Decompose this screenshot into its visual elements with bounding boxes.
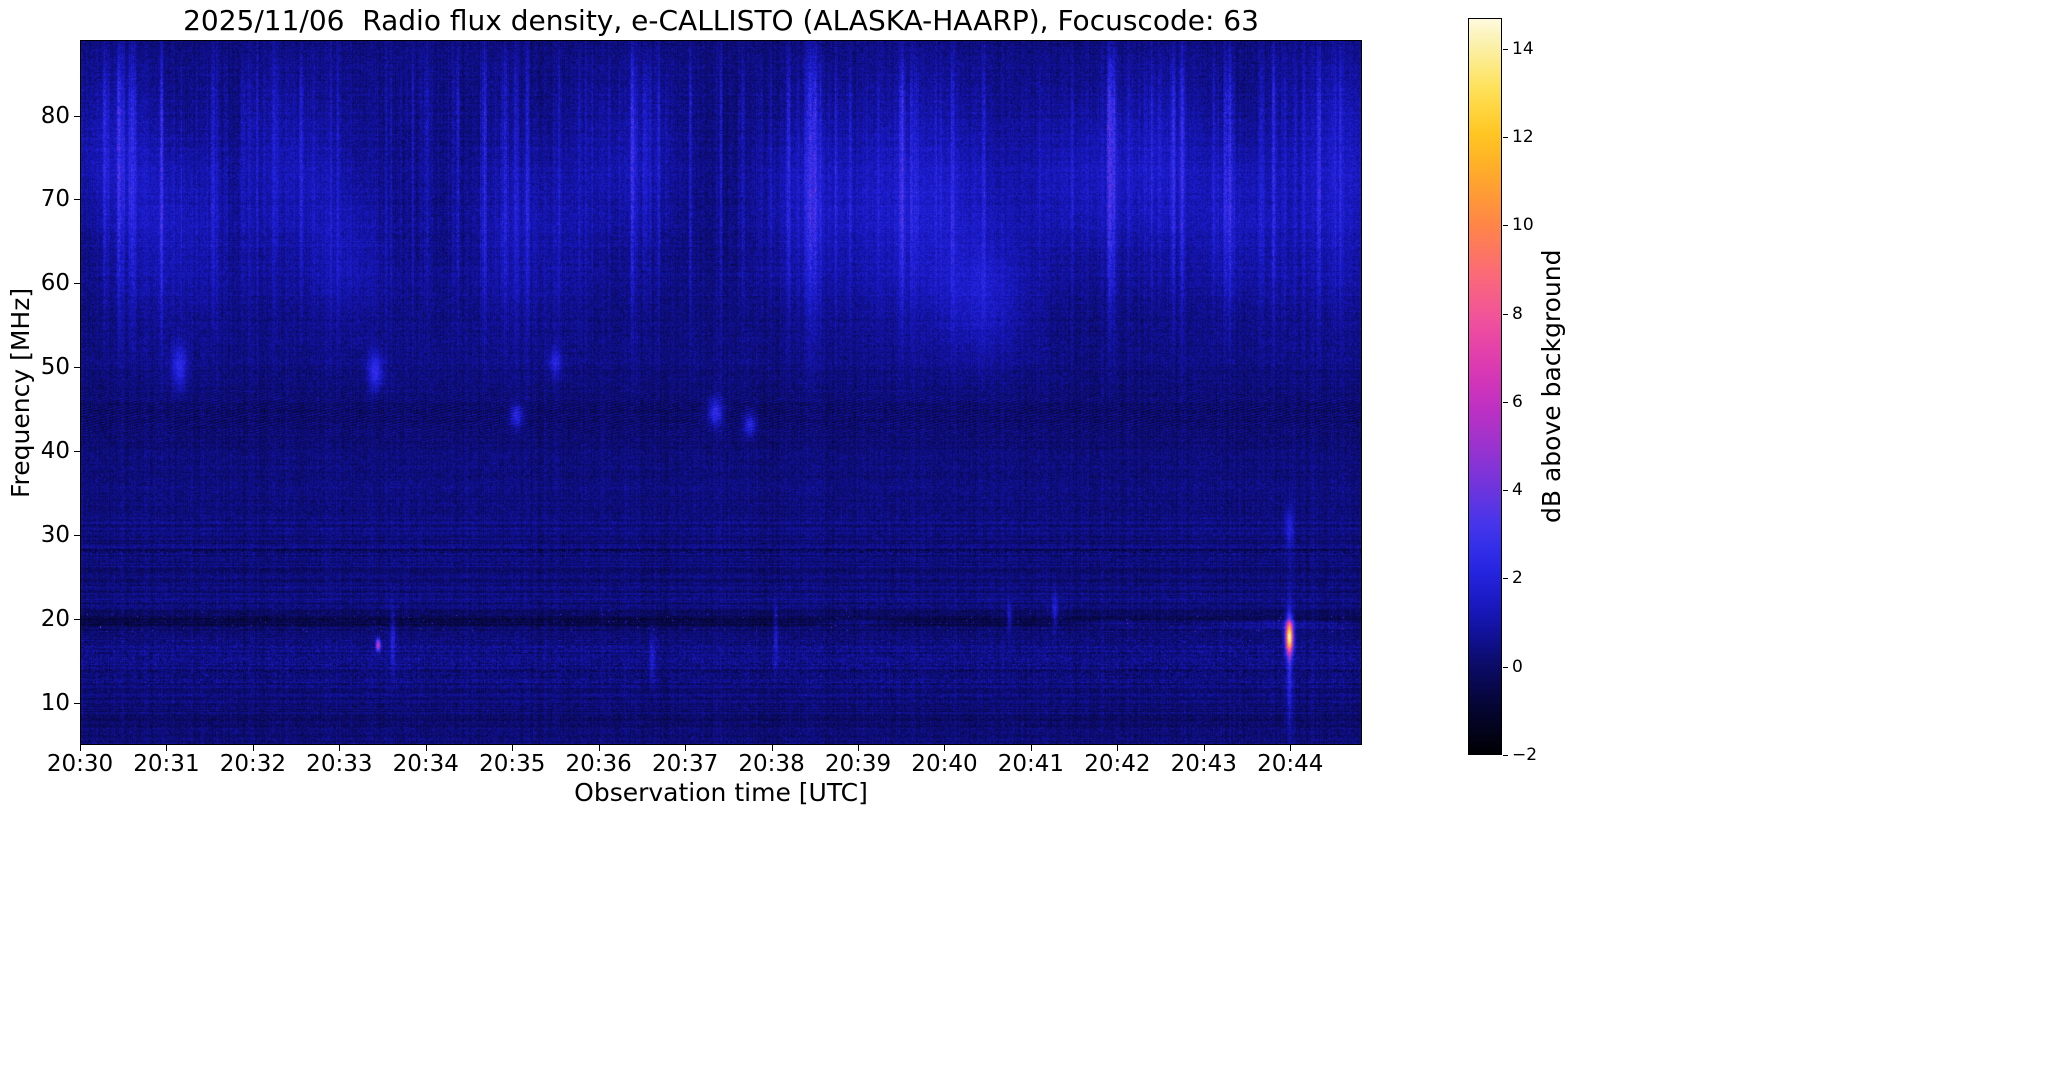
x-tick-label: 20:36 <box>565 751 632 777</box>
x-tick-mark <box>858 745 860 751</box>
x-axis-label: Observation time [UTC] <box>574 778 868 807</box>
x-tick-label: 20:39 <box>824 751 892 777</box>
colorbar-tick-label: 0 <box>1512 656 1523 677</box>
x-tick-label: 20:38 <box>738 751 805 777</box>
x-tick-mark <box>685 745 687 751</box>
colorbar-tick-mark <box>1503 401 1508 403</box>
y-tick-label: 50 <box>40 354 70 381</box>
y-tick-mark <box>74 283 80 285</box>
x-tick-label: 20:33 <box>306 751 373 777</box>
colorbar-tick-mark <box>1503 490 1508 492</box>
y-tick-mark <box>74 535 80 537</box>
y-axis-label: Frequency [MHz] <box>6 287 35 498</box>
colorbar-label: dB above background <box>1537 249 1566 524</box>
colorbar-tick-label: 10 <box>1512 215 1534 236</box>
colorbar <box>1468 18 1502 755</box>
y-tick-label: 40 <box>40 438 70 465</box>
x-tick-mark <box>598 745 600 751</box>
x-tick-label: 20:32 <box>219 751 287 777</box>
colorbar-tick-mark <box>1503 578 1508 580</box>
y-tick-label: 20 <box>40 606 70 633</box>
x-tick-label: 20:37 <box>651 751 719 777</box>
x-tick-mark <box>1117 745 1119 751</box>
spectrogram-canvas <box>80 40 1362 745</box>
x-tick-mark <box>1203 745 1205 751</box>
colorbar-tick-mark <box>1503 313 1508 315</box>
colorbar-tick-mark <box>1503 48 1508 50</box>
x-tick-label: 20:34 <box>392 751 459 777</box>
colorbar-tick-mark <box>1503 137 1508 139</box>
colorbar-tick-label: 4 <box>1512 480 1523 501</box>
x-tick-label: 20:43 <box>1170 751 1237 777</box>
x-tick-mark <box>512 745 514 751</box>
y-tick-label: 10 <box>40 690 70 717</box>
x-tick-mark <box>771 745 773 751</box>
y-tick-mark <box>74 367 80 369</box>
y-tick-label: 70 <box>40 186 70 213</box>
x-tick-label: 20:30 <box>46 751 114 777</box>
colorbar-tick-label: 6 <box>1512 391 1523 412</box>
x-tick-mark <box>425 745 427 751</box>
y-tick-label: 60 <box>40 270 70 297</box>
x-tick-mark <box>944 745 946 751</box>
y-tick-mark <box>74 703 80 705</box>
colorbar-tick-mark <box>1503 755 1508 756</box>
x-tick-label: 20:41 <box>997 751 1065 777</box>
x-tick-mark <box>1290 745 1292 751</box>
y-tick-mark <box>74 115 80 117</box>
colorbar-tick-label: −2 <box>1512 745 1538 765</box>
colorbar-tick-label: 14 <box>1512 38 1534 59</box>
chart-title: 2025/11/06 Radio flux density, e-CALLIST… <box>183 4 1259 37</box>
x-tick-label: 20:31 <box>133 751 200 777</box>
x-tick-mark <box>252 745 254 751</box>
y-tick-label: 30 <box>40 522 70 549</box>
x-tick-mark <box>339 745 341 751</box>
x-tick-label: 20:44 <box>1257 751 1324 777</box>
colorbar-tick-mark <box>1503 666 1508 668</box>
x-tick-mark <box>1030 745 1032 751</box>
x-tick-label: 20:40 <box>911 751 978 777</box>
colorbar-tick-mark <box>1503 225 1508 227</box>
x-tick-label: 20:35 <box>479 751 546 777</box>
colorbar-tick-label: 2 <box>1512 568 1523 589</box>
colorbar-gradient <box>1469 19 1501 754</box>
colorbar-tick-label: 12 <box>1512 127 1534 148</box>
x-tick-mark <box>80 745 81 751</box>
y-tick-mark <box>74 619 80 621</box>
x-tick-mark <box>166 745 168 751</box>
x-tick-label: 20:42 <box>1084 751 1151 777</box>
y-tick-mark <box>74 199 80 201</box>
plot-area <box>80 40 1362 745</box>
colorbar-tick-label: 8 <box>1512 303 1523 324</box>
y-tick-label: 80 <box>40 102 70 129</box>
y-tick-mark <box>74 451 80 453</box>
